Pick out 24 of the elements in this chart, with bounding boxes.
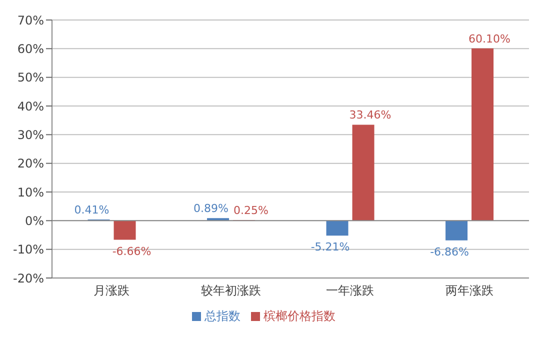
legend-label: 总指数 xyxy=(204,309,240,323)
y-tick-label: 50% xyxy=(17,70,44,85)
x-tick-label: 月涨跌 xyxy=(94,284,130,298)
data-label: -6.66% xyxy=(112,244,152,258)
y-tick-label: -10% xyxy=(12,242,44,257)
y-tick-label: 60% xyxy=(17,42,44,56)
data-label: -6.86% xyxy=(430,245,469,258)
y-tick-label: 10% xyxy=(17,185,44,200)
legend-label: 槟榔价格指数 xyxy=(264,309,336,323)
x-tick-label: 较年初涨跌 xyxy=(200,284,261,298)
y-tick-label: 0% xyxy=(24,214,44,228)
y-tick-label: -20% xyxy=(12,271,44,286)
data-label: 0.25% xyxy=(234,204,268,217)
x-tick-label: 一年涨跌 xyxy=(326,284,374,298)
data-label: 0.41% xyxy=(74,203,110,216)
y-tick-label: 40% xyxy=(17,99,44,114)
y-tick-label: 70% xyxy=(17,13,44,28)
data-label: -5.21% xyxy=(310,240,350,254)
y-tick-label: 20% xyxy=(17,156,44,171)
data-label: 33.46% xyxy=(349,108,392,122)
data-label: 60.10% xyxy=(468,32,510,46)
data-label: 0.89% xyxy=(194,202,228,216)
x-tick-label: 两年涨跌 xyxy=(445,284,494,298)
y-tick-label: 30% xyxy=(17,128,44,142)
